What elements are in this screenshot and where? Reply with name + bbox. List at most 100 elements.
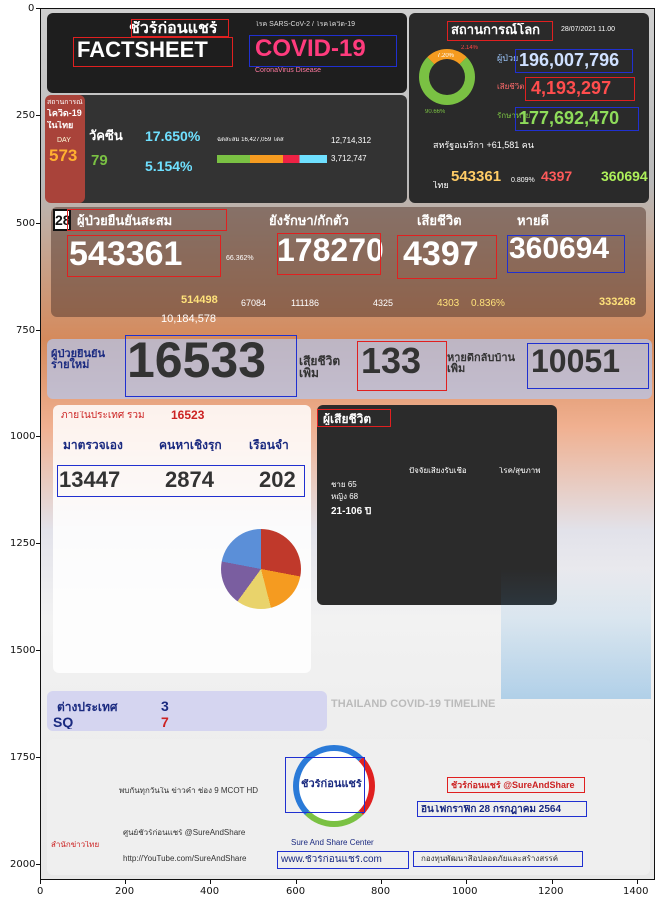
x-tick-label: 800 xyxy=(371,886,391,897)
abroad-panel xyxy=(47,691,327,731)
factsheet-title: FACTSHEET xyxy=(77,39,208,61)
program-time: พบกันทุกวันใน ข่าวค่ำ ช่อง 9 MCOT HD xyxy=(119,787,259,795)
y-tick-label: 750 xyxy=(16,325,36,336)
new-cases-value: 16533 xyxy=(127,335,267,385)
annotation-box-red xyxy=(317,409,391,427)
timeline-title: THAILAND COVID-19 TIMELINE xyxy=(331,699,496,710)
vaccine-bar xyxy=(217,155,327,163)
header-panel xyxy=(47,13,407,93)
deaths-panel xyxy=(317,405,557,605)
world-recovered-label: รักษาหาย xyxy=(497,112,531,120)
from-system-value: 13447 xyxy=(59,469,121,491)
new-dead-value: 133 xyxy=(361,343,422,379)
y-tick xyxy=(36,543,40,544)
usa-line: สหรัฐอเมริกา +61,581 คน xyxy=(433,141,534,150)
pie-chart xyxy=(221,529,301,609)
world-infected-label: ผู้ป่วย xyxy=(497,54,519,63)
x-tick xyxy=(552,880,553,884)
active-search-value: 2874 xyxy=(165,469,214,491)
domestic-value: 16523 xyxy=(171,409,205,421)
domestic-label: ภายในประเทศ รวม xyxy=(61,411,145,421)
sub-value-8: 333268 xyxy=(599,297,636,308)
dead-cum-value: 4397 xyxy=(403,237,479,271)
date-badge-number: 28 xyxy=(55,213,71,227)
world-date: 28/07/2021 11.00 xyxy=(561,26,615,33)
timeline-chart xyxy=(501,409,651,699)
annotation-box-blue xyxy=(285,757,365,813)
thai-label: ไทย xyxy=(433,181,449,190)
annotation-box-red xyxy=(131,19,229,37)
sub-value-1: 514498 xyxy=(181,295,218,306)
x-tick-label: 0 xyxy=(37,886,44,897)
from-system-label: มาตรวจเอง xyxy=(63,439,123,451)
website[interactable]: www.ชัวร์ก่อนแชร์.com xyxy=(281,855,382,865)
world-donut-chart xyxy=(419,49,475,105)
mcot-label: สำนักข่าวไทย xyxy=(51,841,100,849)
abroad-label: ต่างประเทศ xyxy=(57,701,118,713)
annotation-box-red xyxy=(447,21,553,41)
cumulative-panel xyxy=(51,207,646,317)
sub-value-7: 0.836% xyxy=(471,299,505,309)
y-tick xyxy=(36,757,40,758)
facebook-handle[interactable]: ชัวร์ก่อนแชร์ @SureAndShare xyxy=(451,781,575,790)
center-th: ศูนย์ชัวร์ก่อนแชร์ @SureAndShare xyxy=(123,829,246,837)
vaccine-pct-2: 5.154% xyxy=(145,159,193,173)
thai-dead: 4397 xyxy=(541,169,573,183)
dead-cum-label: เสียชีวิต xyxy=(417,214,462,227)
x-tick xyxy=(381,880,382,884)
disease-label: โรค/สุขภาพ xyxy=(499,467,541,475)
male-deaths: ชาย 65 xyxy=(331,481,357,489)
y-tick-label: 2000 xyxy=(10,859,36,870)
infographic-label: อินโฟกราฟิก xyxy=(421,805,477,815)
day-label: DAY xyxy=(57,137,71,144)
footer-date: 28 กรกฎาคม 2564 xyxy=(479,805,562,815)
plot-area: ชัวร์ก่อนแชร์ FACTSHEET COVID-19 โรค SAR… xyxy=(40,8,655,880)
annotation-box-blue xyxy=(527,343,649,389)
prison-label: เรือนจำ xyxy=(249,439,289,451)
world-pct-1: 7.20% xyxy=(437,53,455,59)
promo-text: กองทุนพัฒนาสื่อปลอดภัยและสร้างสรรค์ xyxy=(421,855,559,863)
program-logo-text: ชัวร์ก่อนแชร์ xyxy=(301,779,362,790)
annotation-box-blue xyxy=(413,851,583,867)
world-infected-value: 196,007,796 xyxy=(519,51,620,69)
vaccine-num: 79 xyxy=(91,153,108,168)
vaccine-label: วัคซีน xyxy=(89,129,123,142)
y-tick-label: 0 xyxy=(28,3,35,14)
y-tick-label: 1750 xyxy=(10,752,36,763)
abroad-n1: 3 xyxy=(161,699,169,713)
thai-badge-panel xyxy=(45,95,85,203)
x-tick-label: 1400 xyxy=(623,886,649,897)
x-tick xyxy=(125,880,126,884)
world-title: สถานการณ์โลก xyxy=(451,23,541,36)
vaccine-n1: 12,714,312 xyxy=(331,137,372,145)
world-recovered-value: 177,692,470 xyxy=(519,109,620,127)
y-tick xyxy=(36,115,40,116)
annotation-box-red xyxy=(397,235,497,279)
annotation-box-blue xyxy=(515,49,633,73)
youtube-link[interactable]: http://YouTube.com/SureAndShare xyxy=(123,855,247,863)
y-tick-label: 500 xyxy=(16,218,36,229)
in-thailand-label: ในไทย xyxy=(47,121,74,130)
brand-title: ชัวร์ก่อนแชร์ xyxy=(129,21,218,37)
infographic-poster: ชัวร์ก่อนแชร์ FACTSHEET COVID-19 โรค SAR… xyxy=(41,9,654,879)
new-dead-label: เสียชีวิตเพิ่ม xyxy=(299,355,341,379)
annotation-box-blue xyxy=(417,801,587,817)
female-deaths: หญิง 68 xyxy=(331,493,359,501)
world-pct-2: 2.14% xyxy=(461,45,479,51)
new-recovered-value: 10051 xyxy=(531,345,620,377)
annotation-box-red xyxy=(447,777,585,793)
y-tick xyxy=(36,864,40,865)
sub-value-2: 10,184,578 xyxy=(161,314,217,325)
world-pct-3: 90.66% xyxy=(425,109,446,115)
sub-value-5: 4325 xyxy=(373,299,394,308)
thai-summary-panel xyxy=(47,95,407,203)
y-tick xyxy=(36,223,40,224)
y-tick xyxy=(36,436,40,437)
x-tick-label: 400 xyxy=(200,886,220,897)
sub-value-4: 111186 xyxy=(291,299,320,308)
situation-label: สถานการณ์ xyxy=(47,99,83,106)
recovered-cum-value: 360694 xyxy=(509,234,610,264)
prison-value: 202 xyxy=(259,469,296,491)
annotation-box-red xyxy=(277,233,381,275)
risk-label: ปัจจัยเสี่ยงรับเชื้อ xyxy=(409,467,467,475)
